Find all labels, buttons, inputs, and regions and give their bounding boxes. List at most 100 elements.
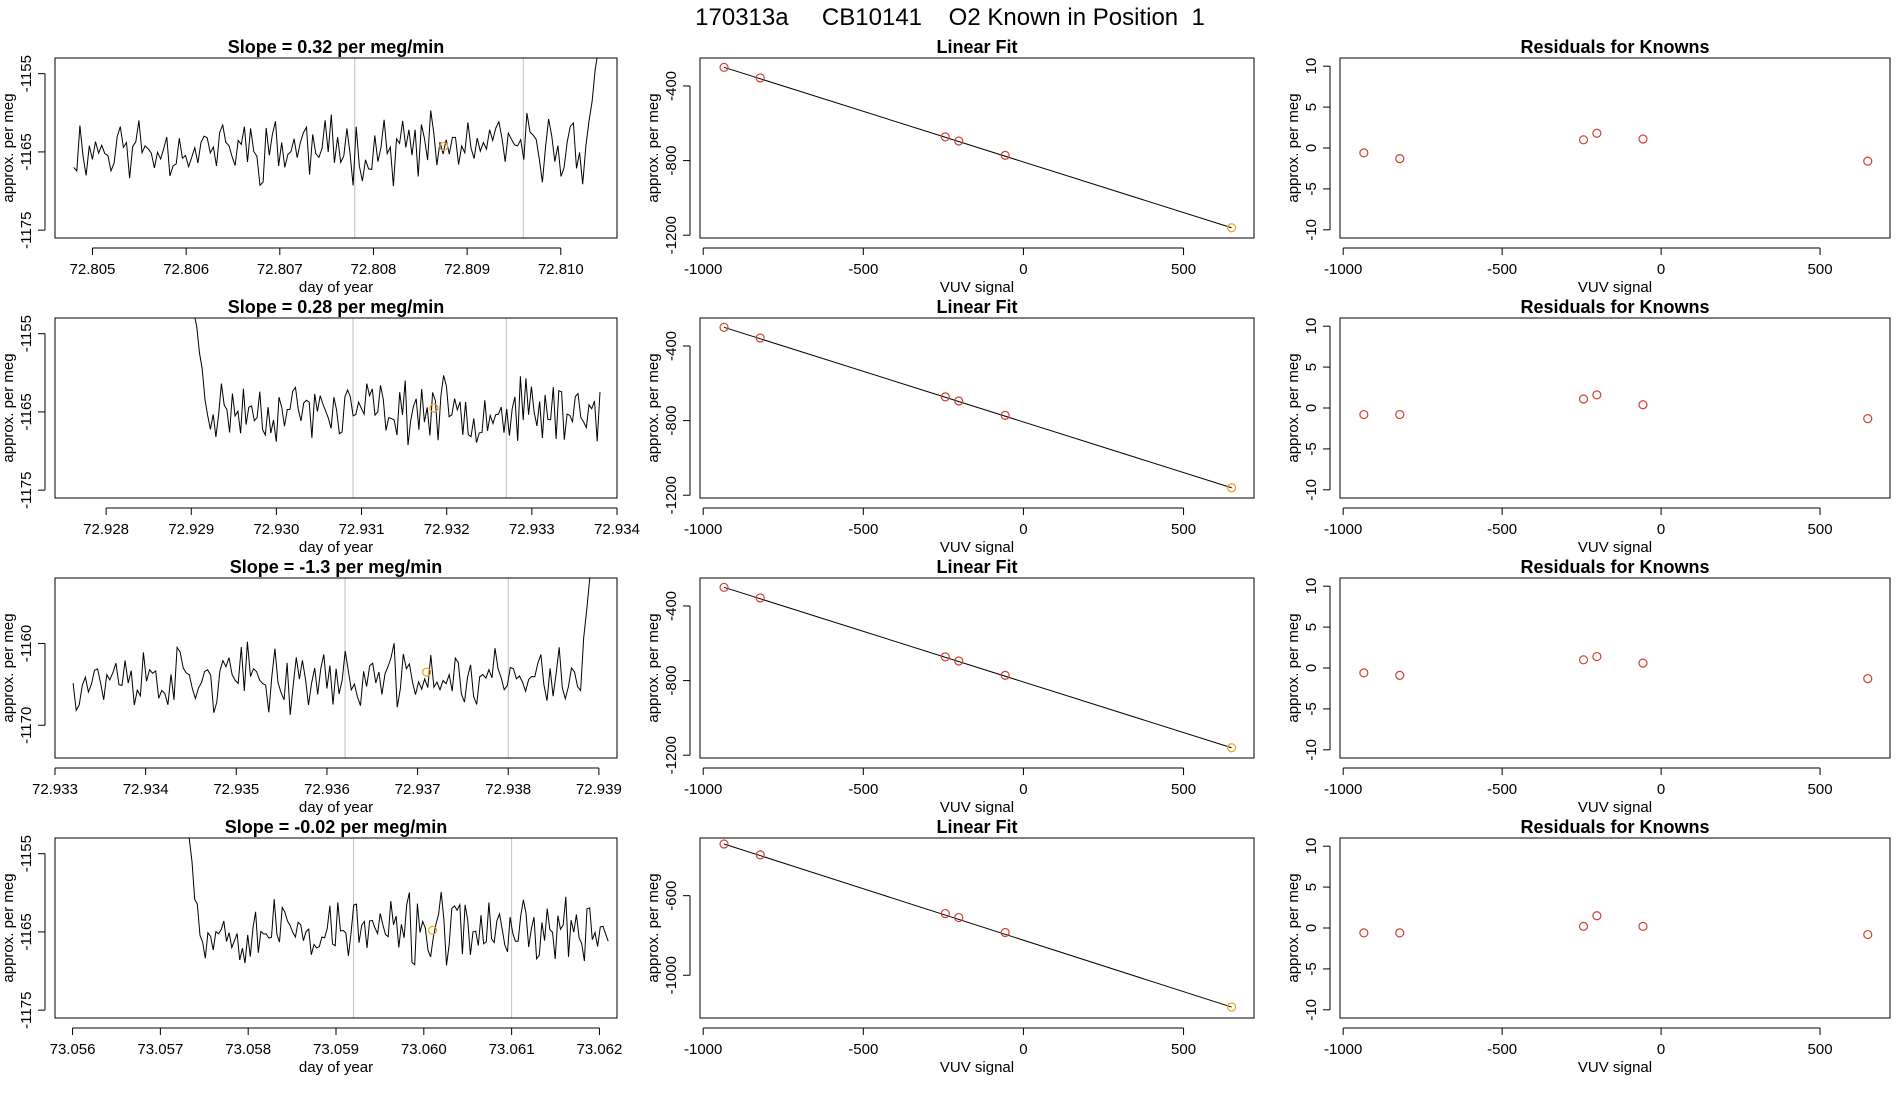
plot-data (1359, 911, 1873, 940)
y-tick-label: 5 (1303, 103, 1320, 111)
y-tick-label: 0 (1303, 664, 1320, 672)
y-tick-label: -400 (663, 331, 680, 361)
panel-title: Linear Fit (936, 817, 1017, 837)
x-tick-label: 73.059 (313, 1041, 359, 1058)
panel-title: Slope = 0.28 per meg/min (228, 297, 445, 317)
x-tick-label: -1000 (684, 781, 722, 798)
data-point (1000, 410, 1010, 420)
x-tick-label: 72.931 (339, 521, 385, 538)
x-tick-label: -500 (848, 781, 878, 798)
y-tick-label: -1200 (663, 476, 680, 514)
data-point (1592, 390, 1602, 400)
x-tick-label: 72.810 (538, 261, 584, 278)
y-axis-label: approx. per meg (0, 873, 17, 982)
data-point (1638, 134, 1648, 144)
highlight-point (429, 403, 439, 413)
data-point (755, 333, 765, 343)
data-point (1863, 674, 1873, 684)
data-point (1578, 655, 1589, 665)
data-point (719, 582, 729, 592)
highlight-point (439, 141, 449, 152)
y-tick-label: 0 (1303, 404, 1320, 412)
y-axis-label: approx. per meg (0, 93, 17, 202)
x-tick-label: 72.933 (509, 521, 555, 538)
y-tick-label: 0 (1303, 924, 1320, 932)
panel-rk2: Residuals for Knowns -1000 -500 0 500 VUV sig… (1285, 297, 1891, 556)
y-tick-label: -800 (663, 146, 680, 176)
y-tick-label: -1200 (663, 216, 680, 254)
x-axis-label: VUV signal (940, 279, 1014, 296)
y-tick-label: -10 (1303, 999, 1320, 1021)
data-point (1578, 135, 1589, 145)
plot-data (1359, 128, 1873, 166)
y-tick-label: 10 (1303, 578, 1320, 595)
panel-ts4: Slope = -0.02 per meg/min 73.056 73.057 73.… (0, 817, 622, 1076)
x-tick-label: -1000 (1324, 1041, 1362, 1058)
data-point (1359, 409, 1369, 420)
data-point (1359, 928, 1369, 938)
data-point (1592, 128, 1602, 138)
plot-frame (1339, 57, 1891, 239)
x-tick-label: 0 (1019, 521, 1027, 538)
data-point (1395, 409, 1405, 420)
x-tick-label: 72.934 (594, 521, 640, 538)
y-tick-label: -1175 (18, 992, 35, 1029)
data-point (1226, 483, 1237, 493)
x-tick-label: 0 (1657, 521, 1665, 538)
x-tick-label: 500 (1808, 261, 1833, 278)
y-axis-label: approx. per meg (1285, 613, 1302, 722)
y-tick-label: -1175 (18, 212, 35, 249)
y-tick-label: 0 (1303, 144, 1320, 152)
plot-frame (1339, 577, 1891, 759)
y-tick-label: -1165 (18, 133, 35, 170)
x-tick-label: -500 (848, 1041, 878, 1058)
data-point (1863, 929, 1873, 940)
data-point (940, 392, 950, 402)
x-axis-label: VUV signal (1578, 799, 1652, 816)
panel-title: Residuals for Knowns (1520, 297, 1709, 317)
x-tick-label: 0 (1019, 261, 1027, 278)
panel-title: Linear Fit (936, 297, 1017, 317)
data-point (755, 593, 765, 603)
data-point (719, 839, 729, 849)
x-tick-label: 0 (1657, 781, 1665, 798)
y-axis-label: approx. per meg (645, 93, 662, 202)
y-tick-label: -1000 (663, 956, 680, 994)
y-tick-label: -10 (1303, 219, 1320, 241)
panel-title: Linear Fit (936, 37, 1017, 57)
x-tick-label: -500 (1487, 781, 1517, 798)
x-tick-label: 0 (1657, 261, 1665, 278)
data-point (719, 322, 729, 332)
data-point (1395, 154, 1405, 164)
y-tick-label: 5 (1303, 883, 1320, 891)
plot-frame (1339, 317, 1891, 499)
x-tick-label: 72.809 (444, 261, 490, 278)
x-axis-label: day of year (299, 279, 373, 296)
panel-title: Slope = -1.3 per meg/min (230, 557, 443, 577)
data-point (1638, 400, 1648, 410)
plot-frame (1339, 837, 1891, 1019)
x-axis-label: VUV signal (1578, 1059, 1652, 1076)
x-tick-label: 0 (1019, 781, 1027, 798)
x-tick-label: 72.807 (257, 261, 303, 278)
x-tick-label: 73.062 (576, 1041, 622, 1058)
panel-title: Residuals for Knowns (1520, 37, 1709, 57)
data-point (1226, 743, 1237, 753)
highlight-point (422, 667, 432, 677)
plot-data (719, 62, 1237, 233)
x-tick-label: -500 (1487, 1041, 1517, 1058)
x-tick-label: 73.057 (137, 1041, 183, 1058)
data-point (954, 912, 964, 923)
x-tick-label: 73.056 (50, 1041, 96, 1058)
x-tick-label: 500 (1808, 781, 1833, 798)
panel-rk4: Residuals for Knowns -1000 -500 0 500 VUV sig… (1285, 817, 1891, 1076)
x-axis-label: day of year (299, 1059, 373, 1076)
plot-data (1359, 651, 1873, 684)
x-axis-label: VUV signal (1578, 279, 1652, 296)
y-axis-label: approx. per meg (1285, 873, 1302, 982)
y-tick-label: -800 (663, 666, 680, 696)
x-axis-label: VUV signal (940, 799, 1014, 816)
y-tick-label: -400 (663, 591, 680, 621)
y-axis-label: approx. per meg (0, 613, 17, 722)
data-point (755, 73, 765, 83)
